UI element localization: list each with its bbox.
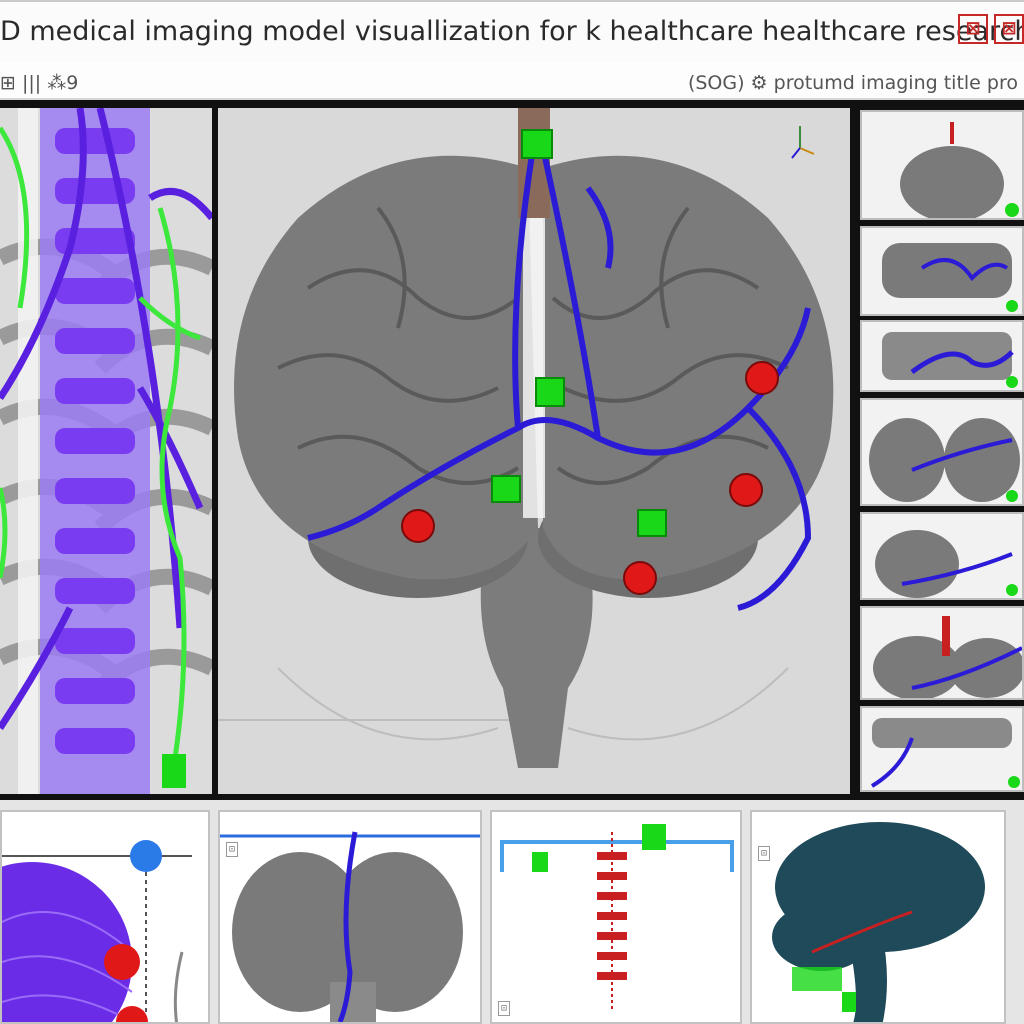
bottom-panel-1[interactable] <box>0 810 210 1024</box>
marker-green <box>162 754 186 788</box>
title-bar: D medical imaging model visuallization f… <box>0 0 1024 62</box>
toolbar: ⊞ ||| ⁂9 (SOG) ⚙ protumd imaging title p… <box>0 62 1024 100</box>
bottom-panel-2[interactable]: ⊡ <box>218 810 482 1024</box>
thumbnail-view-1[interactable] <box>860 110 1024 220</box>
panel-label: ⊡ <box>758 846 771 861</box>
toolbar-status: (SOG) ⚙ protumd imaging title pro <box>687 72 1018 94</box>
thumbnail-view-7[interactable] <box>860 706 1024 792</box>
window-title: D medical imaging model visuallization f… <box>0 16 1024 47</box>
landmark-markers <box>401 129 779 595</box>
thumbnail-view-3[interactable] <box>860 320 1024 392</box>
panel-label: ⊡ <box>498 1001 511 1016</box>
minimize-button[interactable]: ⊠ <box>958 14 988 44</box>
thumbnail-strip <box>856 108 1024 794</box>
window-controls: ⊠ ⊠ <box>958 14 1024 44</box>
thumbnail-view-6[interactable] <box>860 606 1024 700</box>
bottom-panel-3[interactable]: ⊡ <box>490 810 742 1024</box>
thumbnail-view-2[interactable] <box>860 226 1024 316</box>
thumbnail-view-4[interactable] <box>860 398 1024 506</box>
axis-gizmo <box>791 126 815 159</box>
main-viewports <box>0 100 1024 800</box>
panel-label: ⊡ <box>226 842 239 857</box>
spine-viewport[interactable] <box>0 108 212 794</box>
bottom-panel-4[interactable]: ⊡ <box>750 810 1006 1024</box>
toolbar-left-tools[interactable]: ⊞ ||| ⁂9 <box>0 72 79 94</box>
thumbnail-view-5[interactable] <box>860 512 1024 600</box>
close-button[interactable]: ⊠ <box>994 14 1024 44</box>
brain-3d-viewport[interactable] <box>218 108 850 794</box>
bottom-panel-strip: ⊡ ⊡ ⊡ <box>0 800 1024 1024</box>
